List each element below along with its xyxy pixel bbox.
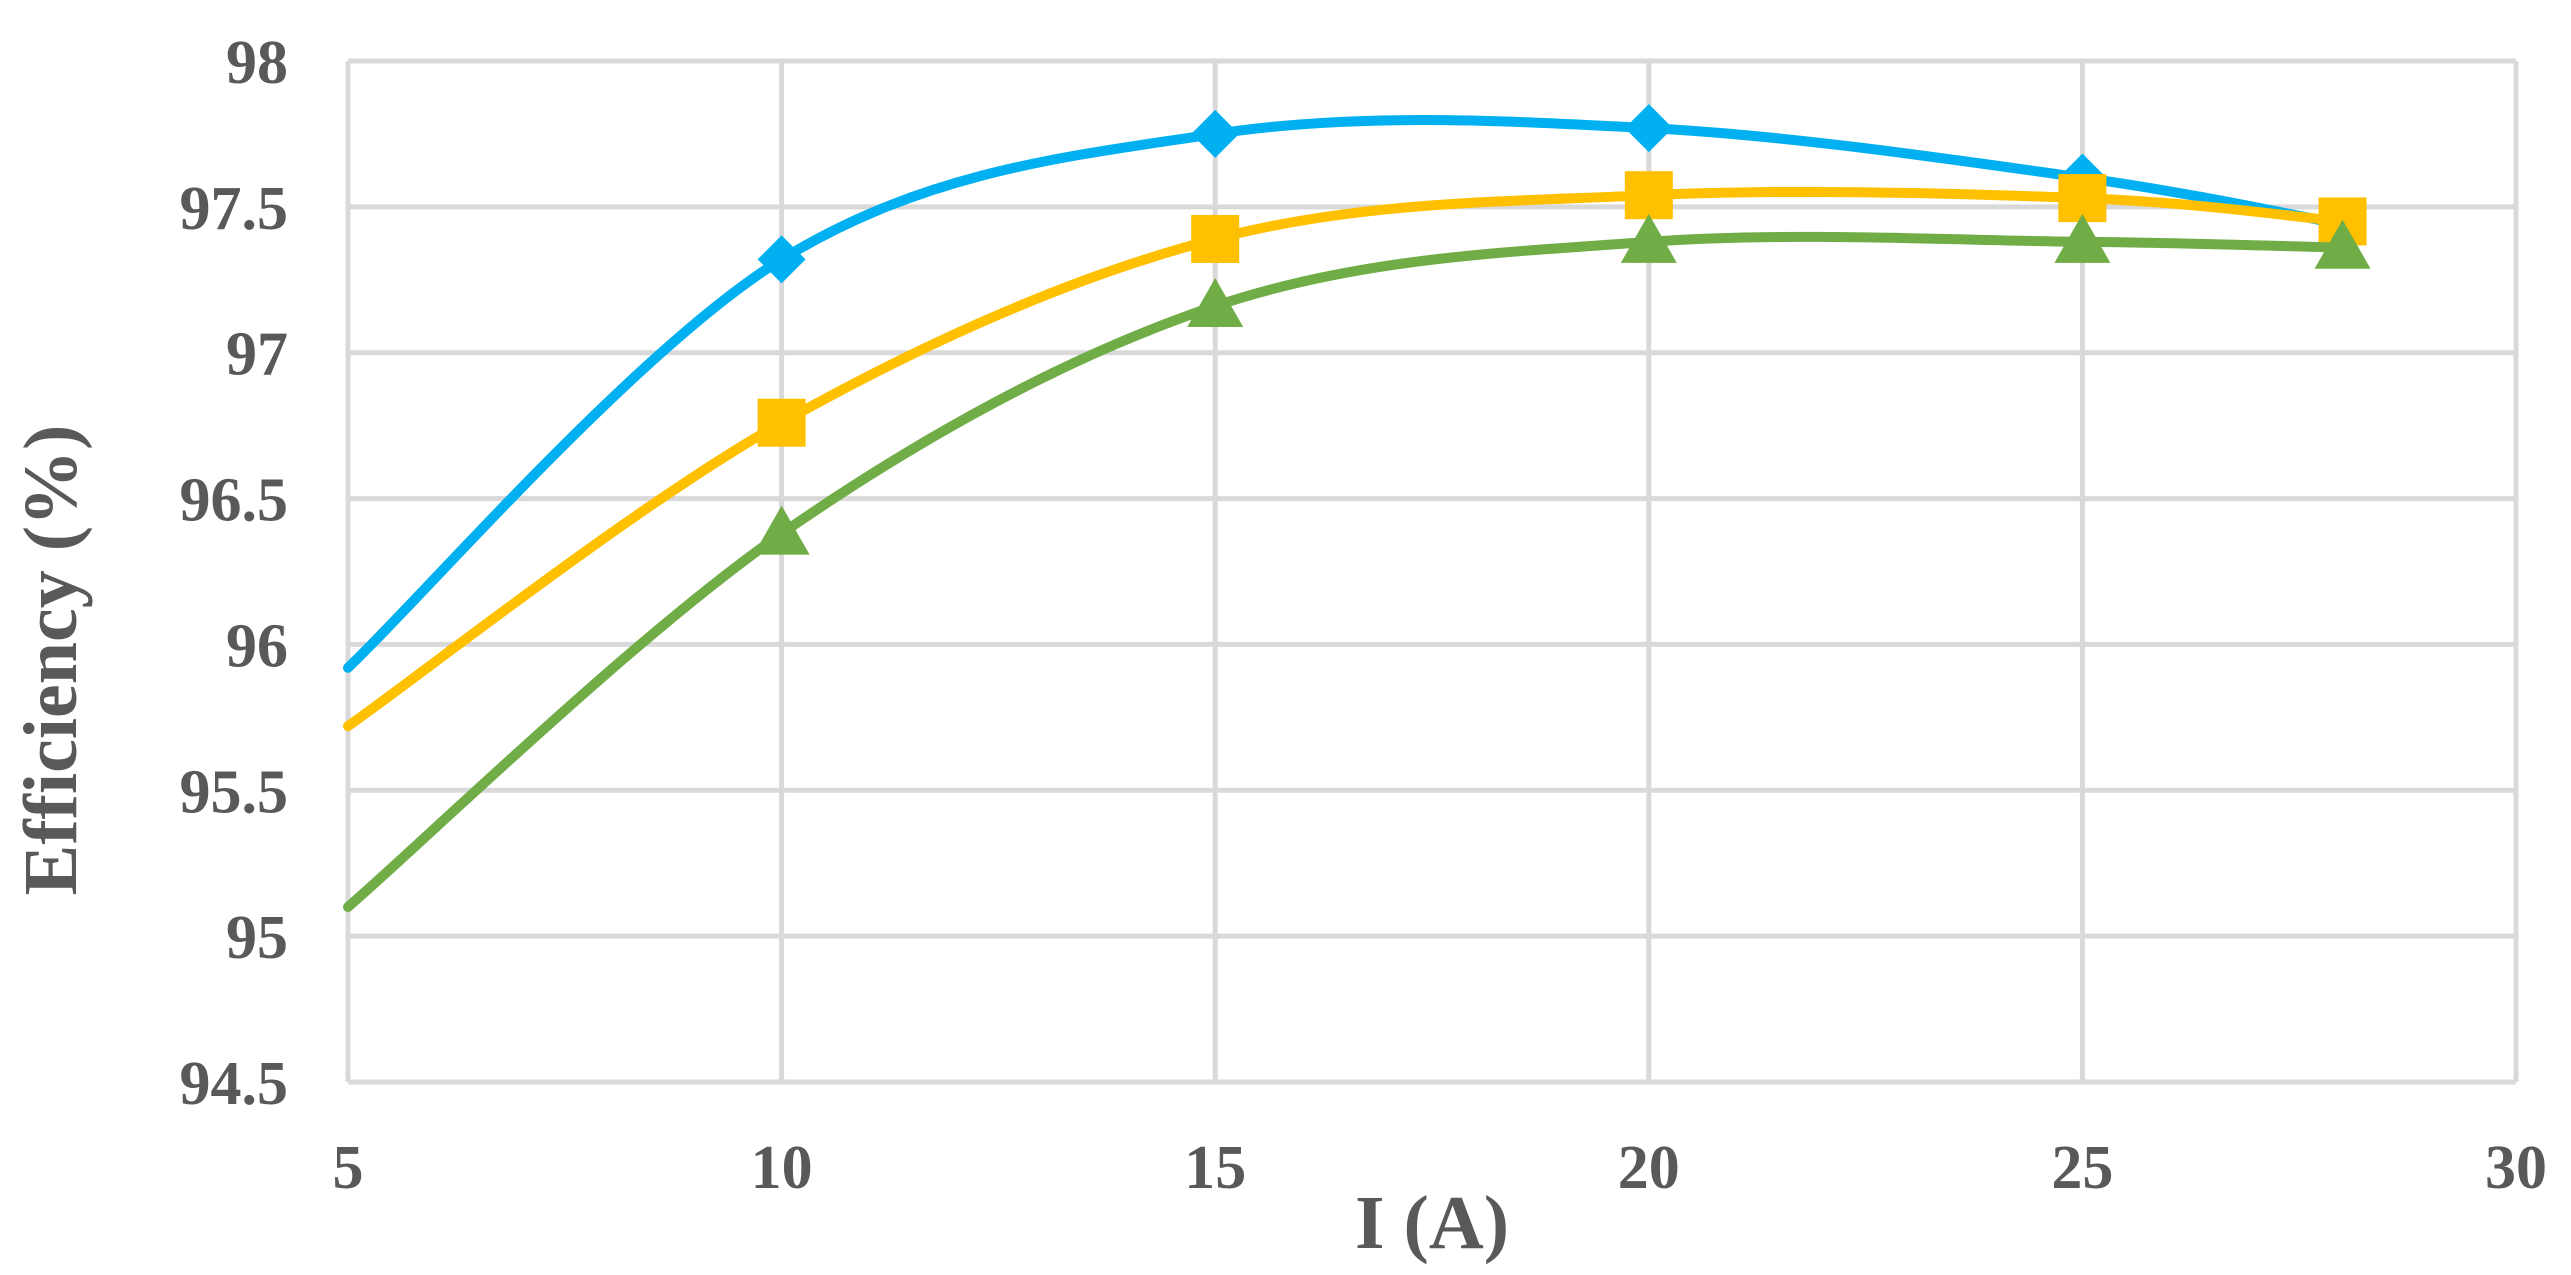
grid: [345, 58, 2519, 1085]
series-square: [343, 171, 2367, 732]
y-tick-label: 97: [226, 321, 288, 389]
data-point-marker: [757, 398, 806, 447]
series-line: [343, 115, 2348, 673]
data-point-marker: [1620, 213, 1677, 263]
y-tick-label: 96.5: [180, 467, 289, 535]
y-tick-label: 97.5: [180, 175, 289, 243]
data-point-marker: [1191, 214, 1240, 263]
x-tick-label: 30: [2485, 1134, 2547, 1202]
data-point-marker: [753, 505, 810, 555]
series-layer: [343, 104, 2371, 912]
x-tick-label: 15: [1184, 1134, 1246, 1202]
x-tick-label: 25: [2051, 1134, 2113, 1202]
y-tick-label: 95: [226, 904, 288, 972]
data-point-marker: [1191, 109, 1240, 158]
x-tick-label: 5: [333, 1134, 364, 1202]
series-triangle: [343, 213, 2371, 912]
x-tick-labels: 5 10 15 20 25 30: [333, 1134, 2548, 1202]
data-point-marker: [757, 235, 806, 284]
data-point-marker: [1624, 171, 1673, 220]
y-tick-labels: 94.5 95 95.5 96 96.5 97 97.5 98: [180, 29, 289, 1118]
x-tick-label: 10: [751, 1134, 813, 1202]
y-tick-label: 96: [226, 612, 288, 680]
data-point-marker: [2314, 219, 2371, 269]
x-axis-title: I (A): [1355, 1181, 1509, 1265]
y-tick-label: 98: [226, 29, 288, 97]
x-tick-label: 20: [1618, 1134, 1680, 1202]
data-point-marker: [2054, 213, 2111, 263]
y-tick-label: 94.5: [180, 1050, 289, 1118]
data-point-marker: [1187, 278, 1244, 328]
y-tick-label: 95.5: [180, 758, 289, 826]
y-axis-title: Efficiency (%): [9, 425, 93, 896]
data-point-marker: [1624, 104, 1673, 153]
series-line: [343, 231, 2348, 912]
